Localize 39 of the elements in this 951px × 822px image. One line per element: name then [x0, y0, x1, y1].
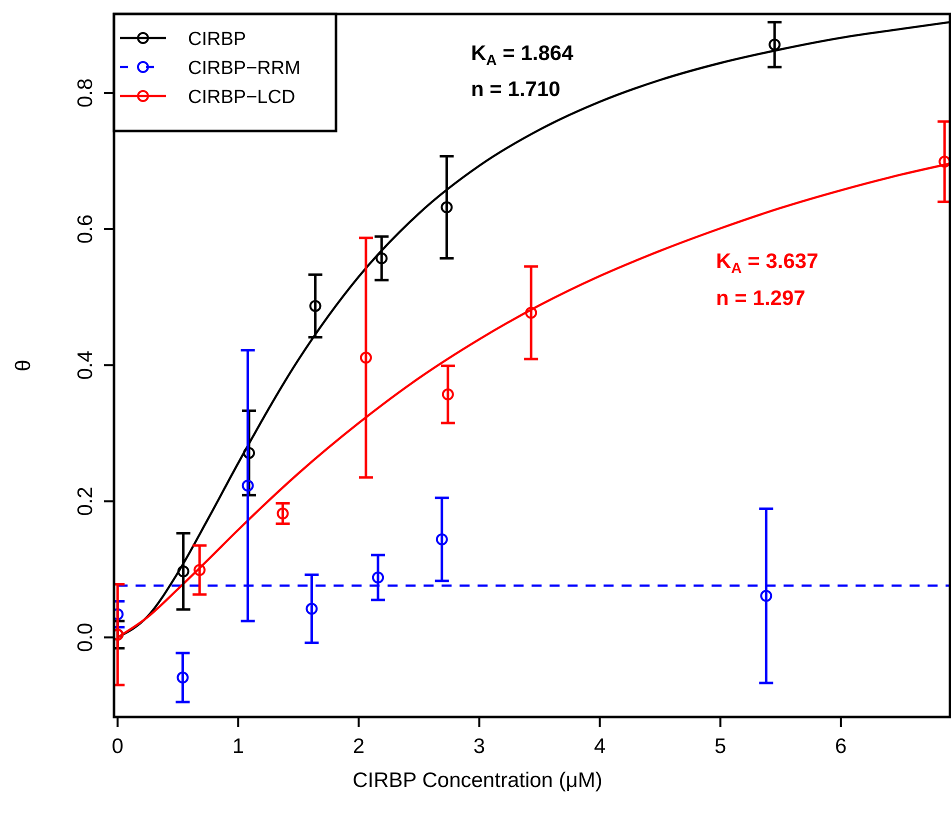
point: [306, 602, 318, 615]
point: [276, 508, 289, 520]
point: [442, 388, 454, 400]
point: [938, 156, 950, 168]
point: [768, 38, 781, 51]
point: [243, 446, 256, 459]
point: [440, 201, 453, 214]
annotation: n = 1.297: [716, 287, 806, 310]
point: [194, 564, 206, 576]
x-tick-label: 4: [594, 735, 606, 758]
point: [177, 565, 190, 578]
point: [242, 480, 254, 492]
point: [525, 306, 538, 319]
y-tick-label: 0.6: [74, 214, 97, 244]
legend-label: CIRBP−LCD: [188, 87, 296, 108]
point: [760, 590, 772, 602]
point: [176, 672, 189, 684]
point: [436, 533, 448, 546]
point: [360, 352, 372, 364]
y-tick-label: 0.4: [74, 350, 97, 380]
x-tick-label: 6: [835, 735, 847, 758]
legend-label: CIRBP: [188, 29, 246, 50]
point: [309, 300, 322, 312]
y-tick-label: 0.2: [74, 486, 97, 516]
y-axis-title: θ: [12, 360, 35, 372]
x-tick-label: 3: [473, 735, 486, 758]
point: [376, 252, 388, 264]
y-tick-label: 0.0: [74, 622, 97, 652]
x-tick-label: 1: [232, 735, 244, 758]
annotation: n = 1.710: [471, 78, 560, 101]
x-tick-label: 0: [112, 735, 124, 758]
x-tick-label: 2: [352, 735, 365, 758]
y-tick-label: 0.8: [74, 78, 97, 108]
x-tick-label: 5: [714, 735, 726, 758]
point: [372, 571, 384, 584]
x-axis-title: CIRBP Concentration (μM): [352, 769, 602, 792]
annotation: K$_{A}$ = 1.864: [471, 42, 574, 68]
legend-label: CIRBP−RRM: [188, 58, 300, 79]
annotation: K$_{A}$ = 3.637: [716, 250, 818, 276]
